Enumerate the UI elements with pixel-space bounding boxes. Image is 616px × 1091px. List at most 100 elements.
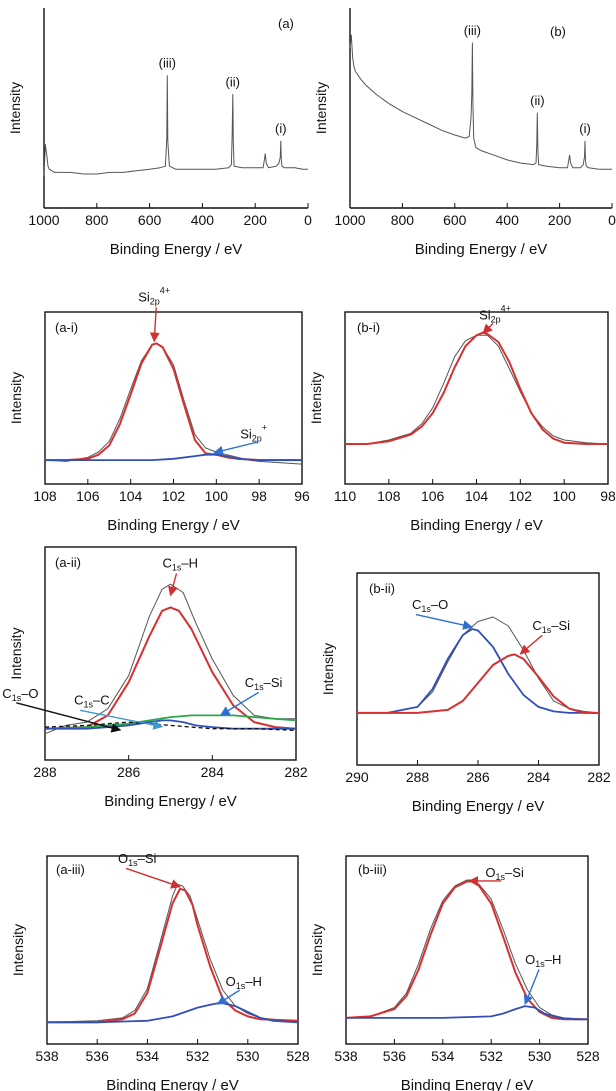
x-tick-label: 530 [528,1048,552,1064]
series-raw [43,75,308,176]
panel-b-i: 110 108 106 104 102 100 98 Binding Energy / eV I… [308,303,616,534]
panel-a-ii: 288 286 284 282 Binding Energy / eV Intensity… [2,546,308,810]
x-axis-label: Binding Energy / eV [412,798,545,815]
x-tick-label: 532 [186,1048,210,1064]
series-raw [349,34,612,170]
annotation-label: C1s–O [2,686,38,703]
peak-annotation: O1s–Si [118,851,181,889]
panel-a: 1000 800 600 400 200 0 Binding Energy / eV Inte… [7,8,312,258]
peak-label: (i) [275,121,287,136]
x-tick-label: 1000 [334,212,365,228]
peak-annotation: C1s–O [412,597,473,630]
peak-annotation: C1s–Si [219,675,283,716]
annotation-arrow [149,307,160,343]
annotation-label: C1s–Si [532,618,570,635]
annotation-arrow [216,989,241,1005]
peak-annotation: C1s–Si [519,618,570,655]
y-axis-label: Intensity [10,924,26,976]
x-tick-label: 534 [136,1048,160,1064]
peak-annotation: C1s–H [163,555,199,597]
x-tick-label: 536 [383,1048,407,1064]
peak-annotation: O1s–H [216,974,262,1005]
y-axis-label: Intensity [308,372,324,424]
x-tick-label: 104 [119,488,143,504]
annotation-label: Si2p4+ [138,285,170,306]
annotation-arrow [16,702,122,733]
x-tick-label: 102 [162,488,186,504]
annotation-label: O1s–Si [118,851,157,868]
y-axis-label: Intensity [8,627,24,679]
plot-frame [46,855,299,1045]
x-tick-label: 288 [406,769,430,785]
y-axis-label: Intensity [309,924,325,976]
peak-annotation: O1s–Si [468,865,524,886]
series-component-blue [357,628,599,714]
series-fit [357,653,599,714]
x-tick-label: 200 [548,212,572,228]
x-tick-label: 528 [576,1048,600,1064]
peak-label: (ii) [226,74,240,89]
peak-annotation: C1s–O [2,686,122,733]
series-fit [345,880,588,1021]
x-tick-label: 400 [496,212,520,228]
x-tick-label: 536 [86,1048,110,1064]
series-fit [45,342,302,462]
x-tick-label: 534 [431,1048,455,1064]
series-component-blue [346,1005,588,1021]
series-component-green [44,714,297,730]
annotation-label: O1s–Si [485,865,524,882]
peak-annotation: Si2p+ [213,423,267,456]
annotation-arrow [519,634,543,655]
peak-label: (iii) [464,23,481,38]
panel-label: (a-i) [55,320,78,335]
series-raw [345,879,589,1020]
annotation-arrow [125,867,181,889]
series-fit [44,606,297,730]
plot-frame [44,546,297,761]
panel-label: (a-iii) [56,862,85,877]
x-tick-label: 538 [334,1048,358,1064]
annotation-arrow [482,322,494,335]
x-tick-label: 100 [552,488,576,504]
series-fit [345,331,608,445]
series-raw [345,334,609,445]
peak-annotation: O1s–H [523,952,561,1006]
x-tick-label: 284 [527,769,551,785]
x-tick-label: 290 [345,769,369,785]
annotation-arrow [415,613,473,630]
panel-b-iii: 538 536 534 532 530 528 Binding Energy / eV Int… [309,855,600,1091]
panel-label: (b-ii) [369,581,395,596]
peak-label: (ii) [530,93,544,108]
x-tick-label: 110 [334,488,357,504]
x-tick-label: 0 [608,212,616,228]
x-tick-label: 538 [35,1048,59,1064]
x-tick-label: 96 [294,488,310,504]
peak-label: (i) [579,121,591,136]
annotation-arrow [219,691,260,716]
annotation-label: C1s–C [74,693,110,710]
x-tick-label: 286 [117,764,141,780]
x-tick-label: 100 [205,488,229,504]
annotation-label: C1s–H [163,555,199,572]
x-tick-label: 98 [251,488,267,504]
panel-label: (b-iii) [358,862,387,877]
plot-frame [344,311,609,485]
annotation-arrow [79,709,164,730]
plot-frame [345,855,589,1045]
x-tick-label: 530 [236,1048,260,1064]
panel-label: (b) [550,24,566,39]
x-tick-label: 800 [85,212,109,228]
x-tick-label: 600 [138,212,162,228]
x-axis-label: Binding Energy / eV [401,1077,534,1091]
x-tick-label: 200 [244,212,268,228]
x-tick-label: 282 [587,769,611,785]
x-tick-label: 1000 [28,212,59,228]
panel-label: (a-ii) [55,555,81,570]
annotation-label: O1s–H [226,974,262,991]
annotation-arrow [168,573,178,597]
annotation-label: C1s–Si [245,675,283,692]
x-axis-label: Binding Energy / eV [415,241,548,258]
panel-a-iii: 538 536 534 532 530 528 Binding Energy / eV Int… [10,851,310,1091]
x-tick-label: 284 [201,764,225,780]
x-tick-label: 288 [33,764,57,780]
